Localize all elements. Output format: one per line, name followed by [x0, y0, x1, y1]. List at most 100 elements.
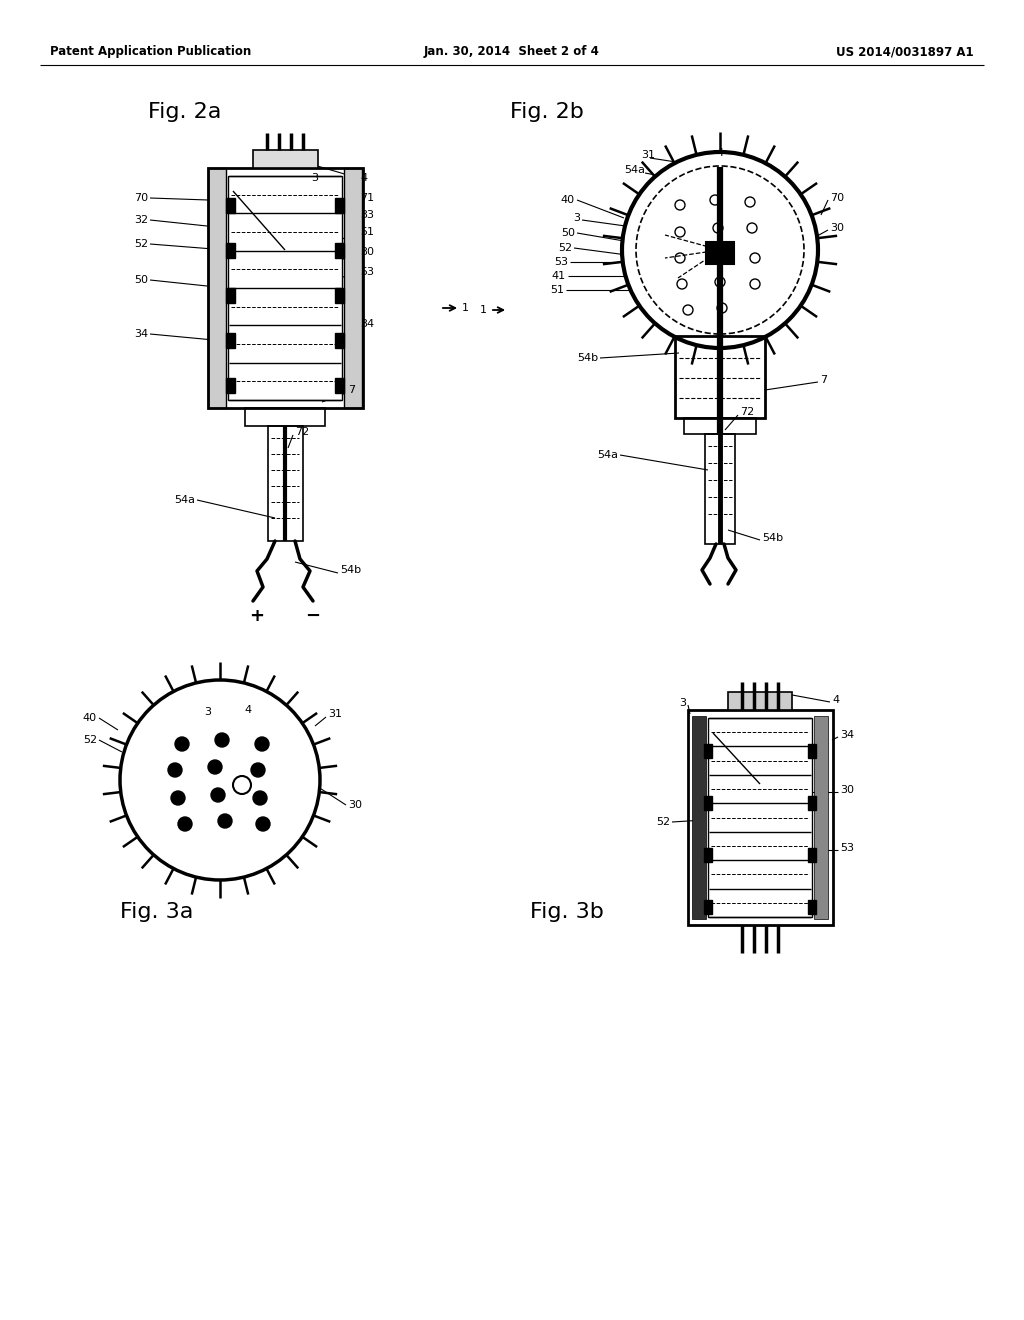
Text: 3: 3 [205, 708, 212, 717]
Text: 54b: 54b [577, 352, 598, 363]
Text: Fig. 2b: Fig. 2b [510, 102, 584, 121]
Text: 1: 1 [480, 305, 487, 315]
Circle shape [178, 817, 193, 832]
Bar [728, 692, 792, 710]
Text: 30: 30 [840, 785, 854, 795]
Bar [268, 426, 303, 541]
Text: 3: 3 [311, 173, 318, 183]
Bar [226, 288, 234, 304]
Circle shape [255, 737, 269, 751]
Text: 53: 53 [554, 257, 568, 267]
Circle shape [636, 166, 804, 334]
Text: 4: 4 [245, 705, 252, 715]
Text: 34: 34 [840, 730, 854, 741]
Text: 40: 40 [561, 195, 575, 205]
Text: 4: 4 [717, 148, 724, 158]
Text: 30: 30 [348, 800, 362, 810]
Text: 30: 30 [360, 247, 374, 257]
Text: Patent Application Publication: Patent Application Publication [50, 45, 251, 58]
Text: 54a: 54a [174, 495, 195, 506]
Text: 70: 70 [134, 193, 148, 203]
Text: 40: 40 [83, 713, 97, 723]
Circle shape [622, 152, 818, 348]
Text: 41: 41 [552, 271, 566, 281]
Text: 30: 30 [830, 223, 844, 234]
Text: 51: 51 [360, 227, 374, 238]
Text: −: − [305, 607, 321, 624]
Text: 4: 4 [831, 696, 839, 705]
Text: 72: 72 [295, 426, 309, 437]
Bar [335, 378, 344, 393]
Bar [228, 176, 342, 400]
Text: Fig. 2a: Fig. 2a [148, 102, 221, 121]
Bar [245, 408, 325, 426]
Text: Jan. 30, 2014  Sheet 2 of 4: Jan. 30, 2014 Sheet 2 of 4 [424, 45, 600, 58]
Bar [814, 715, 828, 919]
Text: 72: 72 [740, 407, 755, 417]
Bar [335, 243, 344, 257]
Bar [226, 333, 234, 348]
Text: 3: 3 [679, 698, 686, 708]
Bar [684, 418, 756, 434]
Text: Fig. 3b: Fig. 3b [530, 902, 604, 921]
Text: 7: 7 [348, 385, 355, 395]
Text: 31: 31 [328, 709, 342, 719]
Text: 54a: 54a [597, 450, 618, 459]
Bar [253, 150, 318, 168]
Text: 52: 52 [656, 817, 670, 828]
Bar [706, 242, 734, 264]
Circle shape [218, 814, 232, 828]
Text: 32: 32 [134, 215, 148, 224]
Text: 33: 33 [360, 210, 374, 220]
Bar [808, 900, 816, 913]
Bar [335, 288, 344, 304]
Text: 52: 52 [134, 239, 148, 249]
Text: 31: 31 [641, 150, 655, 160]
Text: 53: 53 [840, 843, 854, 853]
Text: 34: 34 [360, 319, 374, 329]
Bar [226, 198, 234, 213]
Circle shape [256, 817, 270, 832]
Text: Fig. 3a: Fig. 3a [120, 902, 194, 921]
Text: 71: 71 [360, 193, 374, 203]
Bar [344, 168, 362, 408]
Bar [808, 847, 816, 862]
Bar [675, 337, 765, 418]
Text: +: + [250, 607, 264, 624]
Text: 50: 50 [134, 275, 148, 285]
Text: 54b: 54b [762, 533, 783, 543]
Text: 50: 50 [561, 228, 575, 238]
Bar [692, 715, 706, 919]
Text: US 2014/0031897 A1: US 2014/0031897 A1 [837, 45, 974, 58]
Text: 3: 3 [573, 213, 580, 223]
Bar [705, 744, 712, 758]
Bar [808, 796, 816, 810]
Circle shape [211, 788, 225, 803]
Text: 70: 70 [830, 193, 844, 203]
Bar [226, 243, 234, 257]
Bar [208, 168, 226, 408]
Bar [705, 900, 712, 913]
Bar [335, 198, 344, 213]
Text: 51: 51 [550, 285, 564, 294]
Text: 4: 4 [360, 173, 368, 183]
Bar [208, 168, 362, 408]
Text: 52: 52 [83, 735, 97, 744]
Bar [705, 434, 735, 544]
Text: 1: 1 [462, 304, 469, 313]
Bar [808, 744, 816, 758]
Circle shape [253, 791, 267, 805]
Circle shape [215, 733, 229, 747]
Bar [688, 710, 833, 925]
Text: 52: 52 [558, 243, 572, 253]
Text: 54b: 54b [340, 565, 361, 576]
Circle shape [175, 737, 189, 751]
Circle shape [251, 763, 265, 777]
Text: 7: 7 [820, 375, 827, 385]
Text: 34: 34 [134, 329, 148, 339]
Text: 53: 53 [360, 267, 374, 277]
Bar [705, 796, 712, 810]
Bar [226, 378, 234, 393]
Bar [705, 847, 712, 862]
Text: 54a: 54a [625, 165, 645, 176]
